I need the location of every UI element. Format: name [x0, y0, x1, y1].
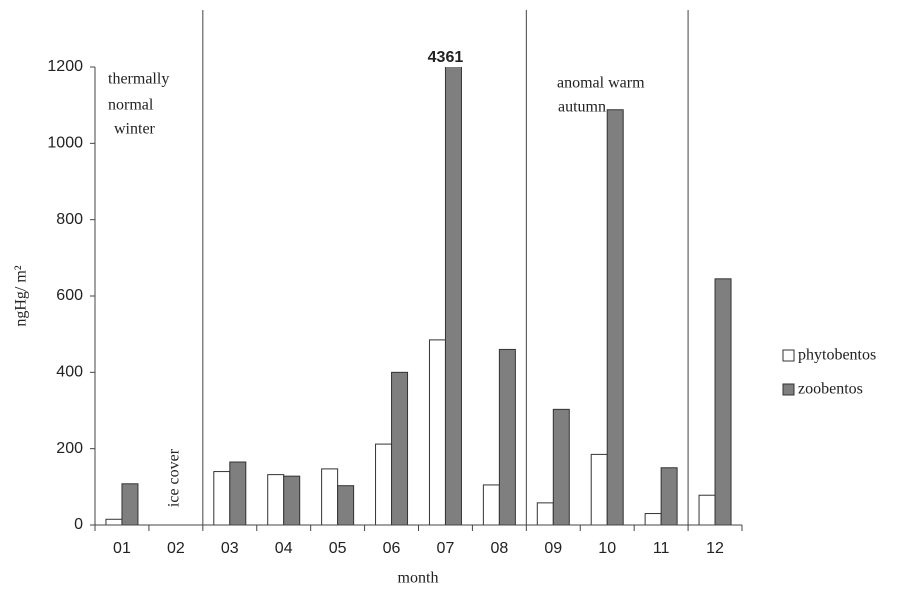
annotation: winter: [114, 121, 156, 138]
x-tick-label: 05: [329, 540, 347, 557]
bar: [105, 518, 123, 525]
annotation: ice cover: [166, 448, 183, 507]
x-tick-label: 11: [653, 540, 670, 557]
y-tick-label: 1000: [47, 135, 83, 152]
legend-swatch: [782, 349, 795, 362]
annotation: anomal warm: [557, 75, 645, 92]
x-tick-label: 04: [275, 540, 293, 557]
bar: [660, 467, 678, 525]
x-tick-label: 12: [706, 540, 724, 557]
plot-area: [105, 67, 732, 525]
annotation: thermally: [108, 71, 169, 88]
x-tick-label: 10: [598, 540, 616, 557]
legend-swatch: [782, 383, 795, 396]
legend-label: zoobentos: [798, 381, 863, 398]
bar: [283, 475, 301, 525]
annotation: autumn: [558, 99, 606, 116]
x-axis-label: month: [398, 570, 439, 587]
bar: [321, 468, 339, 525]
x-tick-label: 01: [113, 540, 131, 557]
x-tick-label: 03: [221, 540, 239, 557]
bar: [644, 513, 662, 525]
annotation: normal: [108, 97, 154, 114]
bar: [444, 67, 462, 525]
bar: [267, 474, 285, 525]
y-tick-label: 200: [56, 440, 83, 457]
x-tick-label: 02: [167, 540, 185, 557]
x-tick-label: 07: [437, 540, 455, 557]
x-tick-label: 08: [490, 540, 508, 557]
bar: [536, 502, 554, 525]
x-tick-label: 06: [383, 540, 401, 557]
data-label: 4361: [428, 49, 464, 66]
bar: [482, 484, 500, 525]
y-tick-label: 800: [56, 211, 83, 228]
bar: [428, 339, 446, 525]
bar: [590, 453, 608, 525]
bar: [606, 109, 624, 525]
bar: [552, 408, 570, 525]
bar: [337, 485, 355, 525]
bar: [229, 461, 247, 525]
bar: [498, 348, 516, 525]
y-axis-label: ngHg/ m²: [13, 265, 30, 326]
legend-label: phytobentos: [798, 347, 876, 364]
bar: [121, 483, 139, 525]
bar: [714, 278, 732, 525]
y-tick-label: 1200: [47, 58, 83, 75]
bar: [375, 443, 393, 525]
y-tick-label: 600: [56, 287, 83, 304]
x-tick-label: 09: [544, 540, 562, 557]
y-tick-label: 0: [74, 516, 83, 533]
bar: [213, 471, 231, 525]
bar: [698, 494, 716, 525]
y-tick-label: 400: [56, 364, 83, 381]
bar: [391, 371, 409, 525]
